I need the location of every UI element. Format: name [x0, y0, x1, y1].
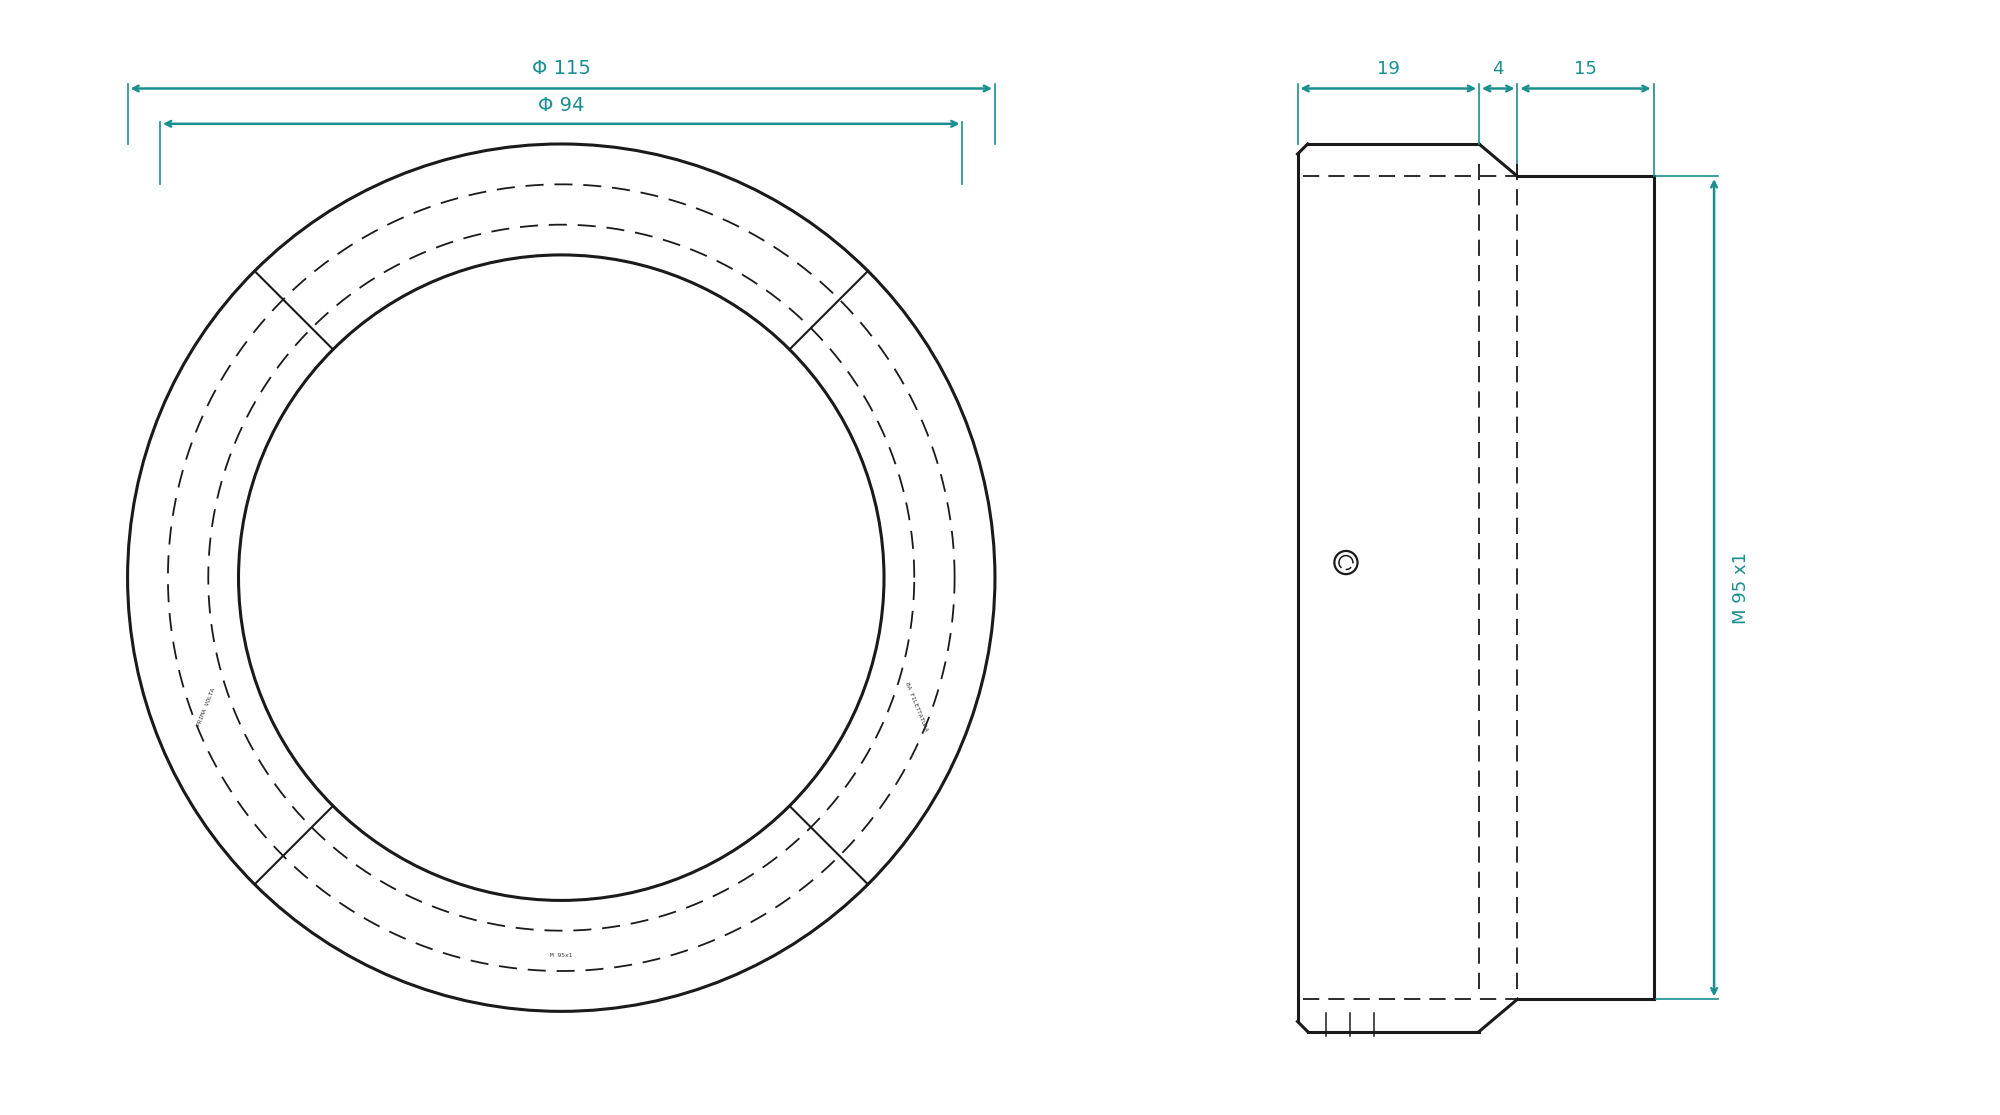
Text: Φ 94: Φ 94 [538, 96, 584, 115]
Text: PRIMA VOLTA: PRIMA VOLTA [196, 687, 216, 727]
Text: M 95 x1: M 95 x1 [1732, 552, 1750, 623]
Text: 4: 4 [1492, 60, 1504, 78]
Text: 19: 19 [1376, 60, 1400, 78]
Text: BA FILETTATURA: BA FILETTATURA [904, 681, 928, 733]
Text: 15: 15 [1574, 60, 1596, 78]
Text: Φ 115: Φ 115 [532, 59, 590, 78]
Text: M 95x1: M 95x1 [550, 953, 572, 959]
